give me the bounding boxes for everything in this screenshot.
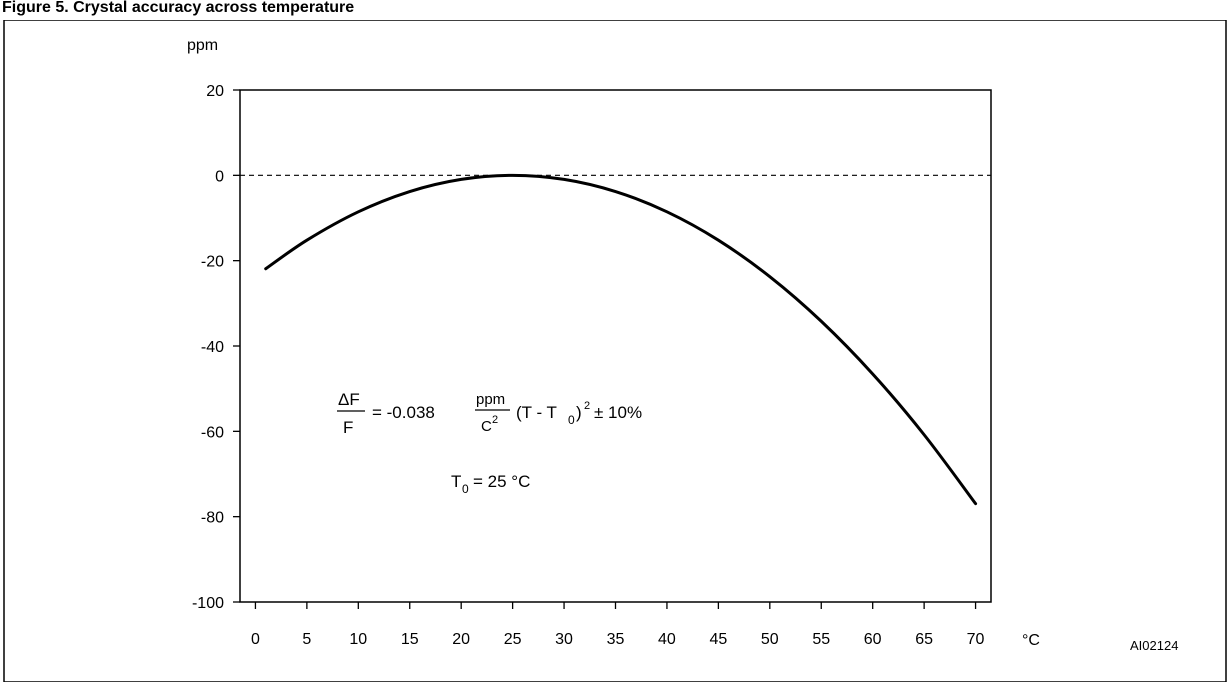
plot-area xyxy=(239,89,992,603)
x-tick-label: 15 xyxy=(401,631,419,648)
y-tick-label: 0 xyxy=(215,168,224,185)
x-tick-label: 10 xyxy=(349,631,367,648)
x-tick-label: 5 xyxy=(302,631,311,648)
accuracy-curve xyxy=(264,173,978,506)
figure-header-fragment: Figure 5. Crystal accuracy across temper… xyxy=(2,0,354,16)
y-axis-ticks: 20 0 -20 -40 -60 -80 -100 xyxy=(192,83,240,612)
x-tick-label: 0 xyxy=(251,631,260,648)
formula-unit-denominator: C xyxy=(481,418,492,435)
t0-value: = 25 °C xyxy=(473,472,530,491)
x-tick-label: 45 xyxy=(709,631,727,648)
x-tick-label: 25 xyxy=(504,631,522,648)
formula-unit-numerator: ppm xyxy=(476,391,505,408)
x-tick-label: 35 xyxy=(607,631,625,648)
formula-delta-denominator: F xyxy=(343,418,353,437)
formula-unit-denominator-exponent: 2 xyxy=(492,414,498,426)
formula-annotation: ΔF F = -0.038 ppm C 2 (T - T 0 ) 2 ± 10% xyxy=(337,390,642,437)
figure-code-label: AI02124 xyxy=(1130,638,1178,653)
y-tick-label: -80 xyxy=(201,510,224,527)
series-layer xyxy=(264,173,978,506)
formula-term-exponent: 2 xyxy=(584,400,590,412)
formula-tolerance: ± 10% xyxy=(594,403,642,422)
formula-term-open: (T - T xyxy=(516,403,557,422)
x-tick-label: 55 xyxy=(812,631,830,648)
x-axis-ticks: 0 5 10 15 20 25 30 35 40 45 50 55 60 65 70 xyxy=(251,602,985,648)
t0-base: T xyxy=(451,472,461,491)
formula-term-close: ) xyxy=(576,403,582,422)
x-tick-label: 50 xyxy=(761,631,779,648)
figure-header-bar xyxy=(0,0,1231,20)
y-tick-label: -40 xyxy=(201,339,224,356)
y-axis-unit-label: ppm xyxy=(187,37,218,54)
formula-term-subscript: 0 xyxy=(568,413,575,427)
y-tick-label: -100 xyxy=(192,595,224,612)
y-tick-label: 20 xyxy=(206,83,224,100)
x-tick-label: 20 xyxy=(452,631,470,648)
formula-delta-numerator: ΔF xyxy=(338,390,360,409)
x-tick-label: 70 xyxy=(967,631,985,648)
x-tick-label: 65 xyxy=(915,631,933,648)
t0-subscript: 0 xyxy=(462,482,469,496)
x-axis-unit-label: °C xyxy=(1022,632,1040,649)
y-tick-label: -20 xyxy=(201,254,224,271)
figure-frame xyxy=(3,19,1227,682)
formula-coefficient: = -0.038 xyxy=(372,403,435,422)
y-tick-label: -60 xyxy=(201,424,224,441)
t0-annotation: T 0 = 25 °C xyxy=(451,472,530,496)
x-tick-label: 30 xyxy=(555,631,573,648)
x-tick-label: 60 xyxy=(864,631,882,648)
x-tick-label: 40 xyxy=(658,631,676,648)
